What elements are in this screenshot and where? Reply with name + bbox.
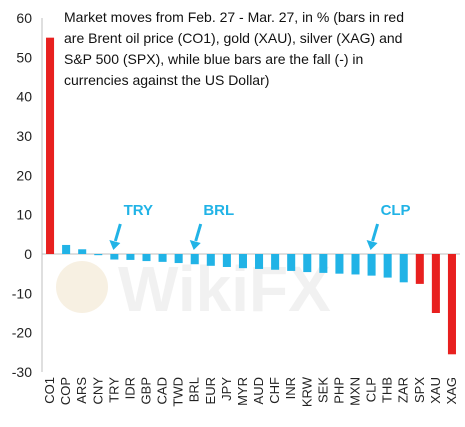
y-tick-label: 10 — [16, 207, 32, 223]
bar-cop — [62, 244, 71, 254]
x-tick-label: XAG — [444, 377, 459, 404]
annotation-arrow-shaft — [194, 223, 203, 242]
y-tick-label: 40 — [16, 89, 32, 105]
bar-spx — [415, 254, 424, 284]
bar-try — [110, 254, 119, 260]
y-tick-label: 50 — [16, 49, 32, 65]
x-tick-label: SPX — [412, 377, 427, 403]
annotation-label: BRL — [203, 202, 234, 219]
x-tick-label: JPY — [219, 377, 234, 401]
x-tick-label: CLP — [364, 377, 379, 402]
y-tick-label: -10 — [12, 285, 32, 301]
bar-xag — [447, 254, 456, 355]
y-tick-label: 60 — [16, 10, 32, 26]
x-tick-label: INR — [283, 377, 298, 399]
x-tick-label: CO1 — [42, 377, 57, 404]
bar-cny — [94, 254, 103, 256]
x-tick-label: CNY — [90, 377, 105, 405]
bar-aud — [255, 254, 264, 269]
annotations: TRY BRL CLP — [109, 202, 411, 250]
watermark: WikiFX — [56, 253, 331, 325]
x-tick-label: GBP — [139, 377, 154, 404]
x-tick-label: IDR — [122, 377, 137, 399]
y-tick-label: 0 — [24, 246, 32, 262]
x-tick-label: EUR — [203, 377, 218, 404]
x-tick-label: XAU — [428, 377, 443, 404]
x-tick-label: CHF — [267, 377, 282, 404]
bar-xau — [431, 254, 440, 313]
chart-title-line: S&P 500 (SPX), while blue bars are the f… — [64, 51, 363, 67]
x-tick-label: TRY — [106, 377, 121, 403]
bar-ars — [78, 249, 87, 254]
bar-eur — [206, 254, 215, 266]
annotation-arrow-head — [366, 240, 378, 250]
watermark-logo — [56, 261, 108, 313]
x-tick-label: SEK — [315, 377, 330, 403]
bar-sek — [319, 254, 328, 273]
bar-clp — [367, 254, 376, 276]
bar-twd — [174, 254, 183, 264]
x-tick-label: PHP — [331, 377, 346, 404]
annotation-label: CLP — [381, 202, 411, 219]
annotation-arrow-head — [109, 240, 121, 250]
y-tick-label: -20 — [12, 325, 32, 341]
chart-title: Market moves from Feb. 27 - Mar. 27, in … — [64, 9, 404, 88]
x-tick-label: MXN — [348, 377, 363, 406]
bar-chf — [271, 254, 280, 270]
y-tick-label: 30 — [16, 128, 32, 144]
annotation-label: TRY — [124, 202, 153, 219]
x-tick-label: ZAR — [396, 377, 411, 403]
y-tick-label: -30 — [12, 364, 32, 380]
bar-mxn — [351, 254, 360, 275]
bar-co1 — [46, 37, 55, 254]
bar-myr — [238, 254, 247, 269]
x-tick-label: ARS — [74, 377, 89, 404]
bar-inr — [287, 254, 296, 271]
annotation-brl: BRL — [189, 202, 234, 250]
annotation-try: TRY — [109, 202, 153, 250]
chart-title-line: are Brent oil price (CO1), gold (XAU), s… — [64, 30, 402, 46]
x-tick-label: CAD — [155, 377, 170, 404]
y-tick-label: 20 — [16, 167, 32, 183]
chart-title-line: currencies against the US Dollar) — [64, 72, 269, 88]
bars — [46, 37, 456, 355]
x-tick-label: COP — [58, 377, 73, 405]
x-tick-label: TWD — [171, 377, 186, 407]
annotation-arrow-shaft — [371, 223, 380, 242]
bar-gbp — [142, 254, 151, 262]
bar-idr — [126, 254, 135, 260]
bar-php — [335, 254, 344, 274]
annotation-arrow-head — [189, 240, 201, 250]
bar-brl — [190, 254, 199, 265]
annotation-clp: CLP — [366, 202, 411, 250]
bar-zar — [399, 254, 408, 283]
x-tick-label: KRW — [299, 376, 314, 407]
bar-thb — [383, 254, 392, 278]
bar-cad — [158, 254, 167, 262]
bar-krw — [303, 254, 312, 273]
chart-title-line: Market moves from Feb. 27 - Mar. 27, in … — [64, 9, 404, 25]
x-tick-label: THB — [380, 377, 395, 403]
x-tick-label: AUD — [251, 377, 266, 404]
annotation-arrow-shaft — [113, 223, 122, 242]
x-tick-label: MYR — [235, 377, 250, 406]
x-tick-label: BRL — [187, 377, 202, 402]
bar-jpy — [222, 254, 231, 267]
